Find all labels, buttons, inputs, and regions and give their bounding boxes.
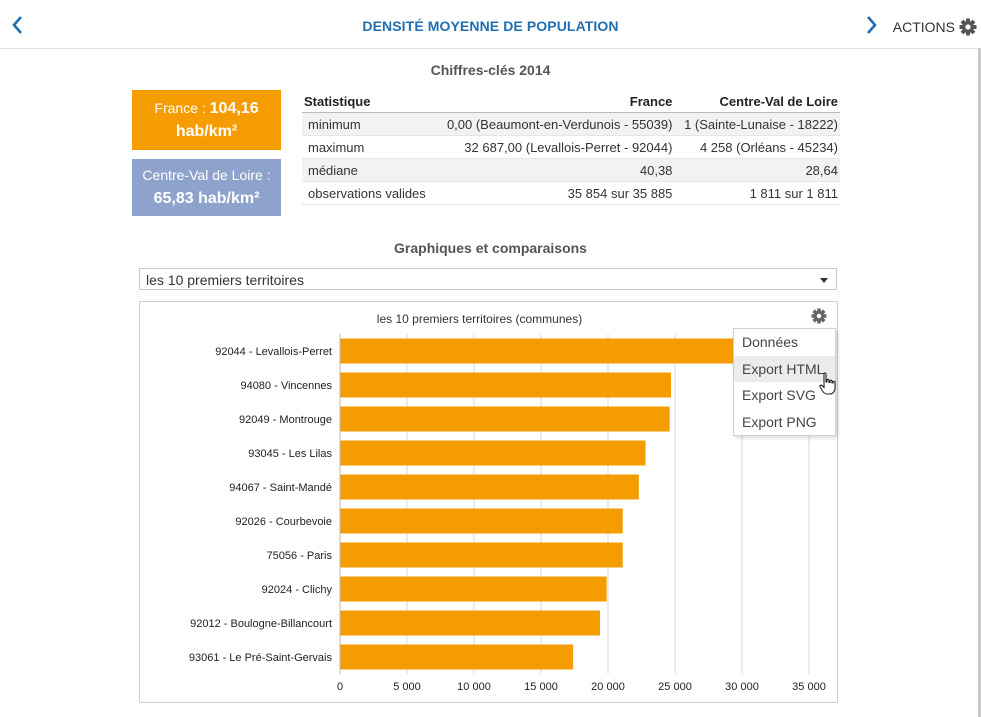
previous-arrow-icon[interactable] <box>8 13 28 37</box>
category-label: 93061 - Le Pré-Saint-Gervais <box>189 652 333 664</box>
menu-item-export-svg[interactable]: Export SVG <box>742 387 816 403</box>
x-tick-label: 35 000 <box>792 681 826 693</box>
gear-icon <box>959 18 977 36</box>
chart-bar <box>340 644 574 670</box>
stat-name: observations valides <box>302 181 434 205</box>
actions-button[interactable]: ACTIONS <box>893 18 977 36</box>
category-label: 75056 - Paris <box>267 550 333 562</box>
comparisons-title: Graphiques et comparaisons <box>394 240 587 256</box>
stat-region: 1 (Sainte-Lunaise - 18222) <box>674 112 840 136</box>
stat-name: minimum <box>302 112 434 136</box>
stats-table: Statistique France Centre-Val de Loire m… <box>302 90 840 205</box>
stat-france: 35 854 sur 35 885 <box>433 181 675 205</box>
table-row: minimum 0,00 (Beaumont-en-Verdunois - 55… <box>302 112 840 136</box>
actions-label: ACTIONS <box>892 19 955 35</box>
chart-bar <box>340 372 671 398</box>
category-label: 94067 - Saint-Mandé <box>229 482 332 494</box>
chart-bar <box>340 406 670 432</box>
category-label: 92026 - Courbevoie <box>235 516 332 528</box>
category-label: 93045 - Les Lilas <box>248 448 332 460</box>
region-box-value: 65,83 hab/km² <box>153 190 260 207</box>
france-box-value: 104,16 <box>209 100 259 117</box>
x-tick-label: 10 000 <box>457 681 491 693</box>
hand-cursor-icon <box>818 372 838 401</box>
stat-region: 1 811 sur 1 811 <box>674 181 840 205</box>
chart-bar <box>340 610 600 636</box>
table-row: médiane 40,38 28,64 <box>302 158 840 182</box>
table-row: maximum 32 687,00 (Levallois-Perret - 92… <box>302 135 840 159</box>
stat-france: 0,00 (Beaumont-en-Verdunois - 55039) <box>433 112 675 136</box>
stats-header: Statistique <box>302 90 434 113</box>
chart-title: les 10 premiers territoires (communes) <box>376 312 583 326</box>
stat-france: 40,38 <box>433 158 675 182</box>
chart-bar <box>340 474 639 500</box>
category-label: 92012 - Boulogne-Billancourt <box>190 618 332 630</box>
chart-gear-icon[interactable] <box>810 307 828 330</box>
x-tick-label: 30 000 <box>725 681 759 693</box>
region-box-label: Centre-Val de Loire : <box>142 167 271 183</box>
chart-bar <box>340 338 779 364</box>
stats-header-row: Statistique France Centre-Val de Loire <box>302 90 840 113</box>
next-arrow-icon[interactable] <box>862 13 882 37</box>
territory-select-value: les 10 premiers territoires <box>146 272 304 288</box>
x-tick-label: 5 000 <box>393 681 421 693</box>
top-bar: DENSITÉ MOYENNE DE POPULATION ACTIONS <box>0 0 981 49</box>
chart-panel <box>139 301 838 703</box>
chart-bar <box>340 576 607 602</box>
menu-item-export-html[interactable]: Export HTML <box>734 355 835 382</box>
stat-name: médiane <box>302 158 434 182</box>
category-label: 92024 - Clichy <box>262 584 333 596</box>
key-figures-title: Chiffres-clés 2014 <box>430 62 551 78</box>
chart-bar <box>340 542 623 568</box>
category-label: 92049 - Montrouge <box>239 414 332 426</box>
chart-bar <box>340 508 623 534</box>
region-density-box: Centre-Val de Loire : 65,83 hab/km² <box>132 159 281 216</box>
export-menu: Données Export HTML Export SVG Export PN… <box>733 328 836 436</box>
page-title: DENSITÉ MOYENNE DE POPULATION <box>362 18 619 34</box>
x-tick-label: 15 000 <box>524 681 558 693</box>
category-label: 92044 - Levallois-Perret <box>215 346 332 358</box>
territory-select[interactable]: les 10 premiers territoires <box>139 268 837 290</box>
scrollbar[interactable] <box>978 48 981 717</box>
stat-name: maximum <box>302 135 434 159</box>
stat-france: 32 687,00 (Levallois-Perret - 92044) <box>433 135 675 159</box>
stats-header: France <box>433 90 675 113</box>
table-row: observations valides 35 854 sur 35 885 1… <box>302 181 840 205</box>
stats-header: Centre-Val de Loire <box>674 90 840 113</box>
x-tick-label: 0 <box>337 681 343 693</box>
menu-item-export-png[interactable]: Export PNG <box>742 413 817 430</box>
category-label: 94080 - Vincennes <box>240 380 332 392</box>
menu-item-donnees[interactable]: Données <box>742 334 799 350</box>
chevron-down-icon <box>820 278 828 283</box>
stat-region: 28,64 <box>674 158 840 182</box>
stat-region: 4 258 (Orléans - 45234) <box>674 135 840 159</box>
x-tick-label: 25 000 <box>658 681 692 693</box>
x-tick-label: 20 000 <box>591 681 625 693</box>
france-density-box: France : 104,16 hab/km² <box>132 90 281 150</box>
france-box-unit: hab/km² <box>175 123 238 140</box>
chart-bar <box>340 440 646 466</box>
france-box-label: France : <box>154 100 210 116</box>
bar-chart: 92044 - Levallois-Perret 94080 - Vincenne… <box>189 334 826 693</box>
